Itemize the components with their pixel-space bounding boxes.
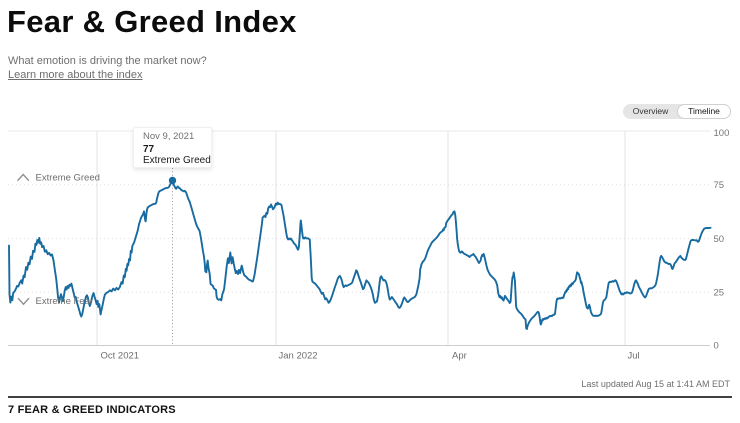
- svg-text:100: 100: [714, 128, 730, 139]
- svg-text:Oct 2021: Oct 2021: [101, 351, 140, 362]
- svg-text:Extreme Greed: Extreme Greed: [36, 172, 100, 183]
- svg-text:Jul: Jul: [628, 351, 640, 362]
- svg-text:25: 25: [714, 288, 725, 299]
- svg-text:Extreme Fear: Extreme Fear: [36, 296, 94, 307]
- svg-text:Jan 2022: Jan 2022: [279, 351, 318, 362]
- svg-text:0: 0: [714, 340, 719, 351]
- svg-text:75: 75: [714, 180, 725, 191]
- svg-text:Apr: Apr: [452, 351, 467, 362]
- svg-text:50: 50: [714, 234, 725, 245]
